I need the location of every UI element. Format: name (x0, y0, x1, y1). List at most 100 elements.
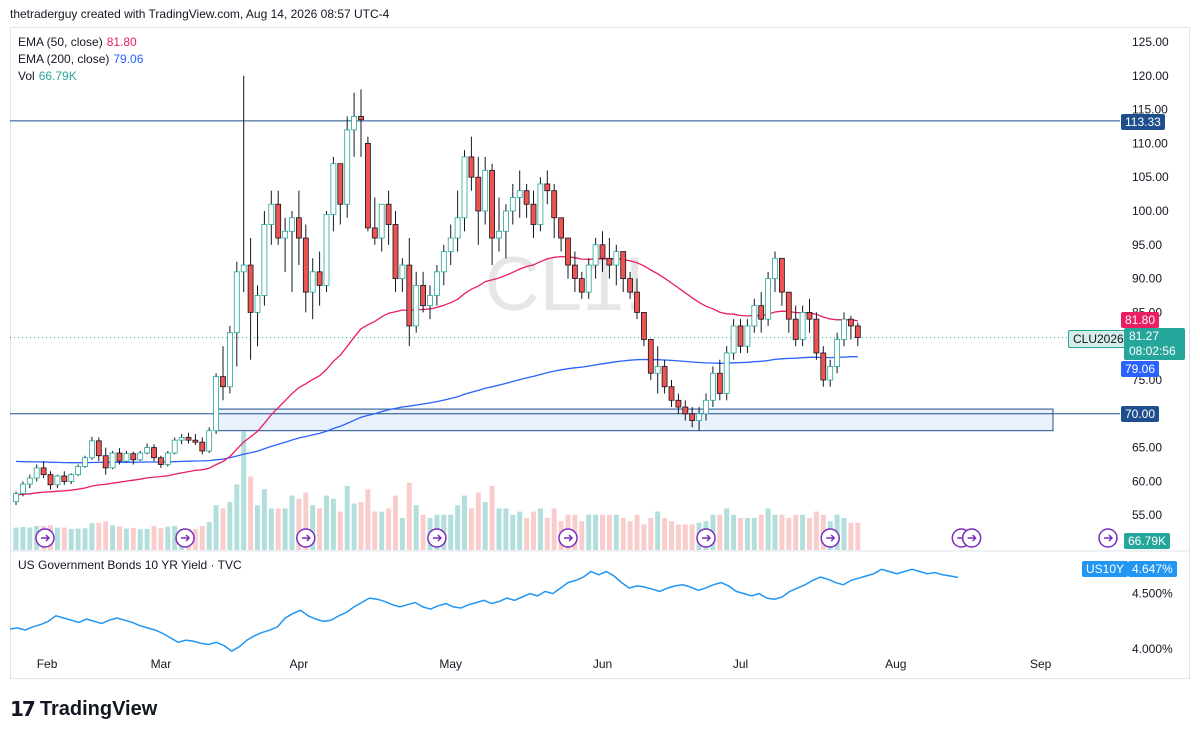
time-tick-label: May (439, 657, 462, 671)
candle-body (502, 210, 509, 232)
volume-bar (482, 502, 488, 550)
candle-body (89, 440, 95, 459)
legend-vol-value: 66.79K (38, 69, 77, 83)
candle-body (544, 183, 551, 192)
volume-bar (627, 521, 633, 550)
candle-body (233, 271, 240, 334)
volume-bar (399, 518, 405, 550)
candle-body (468, 156, 475, 178)
volume-bar (275, 508, 281, 550)
time-tick-label: Mar (151, 657, 172, 671)
candle-body (13, 493, 19, 503)
volume-bar (489, 486, 495, 550)
candle-body (109, 452, 116, 469)
event-marker-arrow (181, 534, 191, 542)
candle-body (323, 213, 330, 286)
volume-bar (620, 518, 626, 550)
candle-body (647, 339, 654, 374)
volume-bar (206, 521, 212, 550)
volume-bar (234, 484, 240, 550)
candle-body (220, 376, 226, 388)
time-tick-label: Aug (885, 657, 906, 671)
volume-bar (717, 514, 723, 550)
yield-symbol-tag: US10Y (1082, 561, 1129, 577)
legend-vol[interactable]: Vol 66.79K (18, 69, 77, 83)
volume-bar (123, 528, 129, 550)
event-marker-arrow (967, 534, 977, 542)
ema-lines (15, 255, 858, 496)
candle-body (157, 457, 164, 465)
volume-bars (13, 431, 861, 550)
tradingview-logo[interactable]: 17 TradingView (10, 697, 157, 721)
last-price-tag: 81.27 08:02:56 (1124, 328, 1185, 360)
candle-body (523, 190, 530, 205)
candle-body (654, 366, 661, 374)
volume-bar (475, 492, 481, 550)
volume-bar (606, 514, 612, 550)
candle-body (247, 264, 254, 313)
candle-body (40, 467, 47, 476)
volume-bar (61, 527, 67, 550)
candle-body (765, 278, 771, 320)
volume-bar (468, 508, 474, 550)
candle-body (848, 318, 854, 327)
support-zone-rect (215, 408, 1054, 432)
volume-bar (641, 524, 647, 550)
volume-bar (779, 514, 785, 550)
volume-bar (248, 476, 254, 550)
event-marker-icon (427, 528, 447, 548)
tradingview-mark-icon: 17 (10, 697, 36, 721)
candle-body (592, 244, 599, 266)
legend-ema200[interactable]: EMA (200, close) 79.06 (18, 52, 144, 66)
candle-body (627, 278, 633, 293)
candle-body (820, 352, 827, 381)
event-marker-arrow (301, 534, 311, 542)
volume-bar (496, 508, 502, 550)
volume-bar (510, 514, 516, 550)
volume-bar (213, 505, 219, 550)
volume-bar (758, 514, 764, 550)
event-marker-icon (961, 528, 982, 548)
yield-pane: 4.500% 4.000% (9, 550, 1190, 656)
price-tick-label: 95.00 (1132, 238, 1162, 252)
price-tick-label: 65.00 (1132, 441, 1162, 455)
candle-body (585, 264, 592, 293)
horizontal-levels (10, 120, 1120, 415)
volume-bar (386, 508, 392, 550)
volume-bar (406, 482, 412, 550)
candle-body (744, 325, 751, 347)
legend-ema50[interactable]: EMA (50, close) 81.80 (18, 35, 137, 49)
volume-bar (393, 495, 398, 550)
candle-body (716, 372, 723, 394)
volume-bar (172, 526, 178, 550)
volume-bar (330, 498, 336, 550)
volume-bar (158, 528, 164, 550)
candle-body (572, 264, 578, 279)
volume-bar (634, 514, 640, 550)
volume-bar (13, 527, 19, 550)
event-marker-icon (558, 528, 578, 548)
candle-body (413, 284, 420, 327)
tradingview-wordmark: TradingView (39, 697, 158, 720)
volume-bar (731, 514, 737, 550)
candle-body (351, 115, 358, 131)
candle-body (827, 366, 834, 381)
volume-bar (365, 489, 371, 550)
candle-body (841, 318, 847, 340)
chart-credit: thetraderguy created with TradingView.co… (10, 7, 390, 21)
volume-bar (448, 514, 454, 550)
volume-bar (793, 514, 799, 550)
yield-line (9, 568, 959, 653)
candle-body (192, 439, 199, 443)
candle-body (309, 271, 316, 293)
volume-bar (68, 528, 74, 550)
candle-body (537, 183, 544, 225)
volume-bar (20, 526, 26, 550)
candle-body (399, 264, 406, 279)
price-tick-label: 125.00 (1132, 35, 1169, 49)
candle-body (54, 475, 61, 486)
candle-body (82, 457, 88, 467)
volume-bar (751, 518, 757, 550)
volume-bar (738, 518, 743, 550)
